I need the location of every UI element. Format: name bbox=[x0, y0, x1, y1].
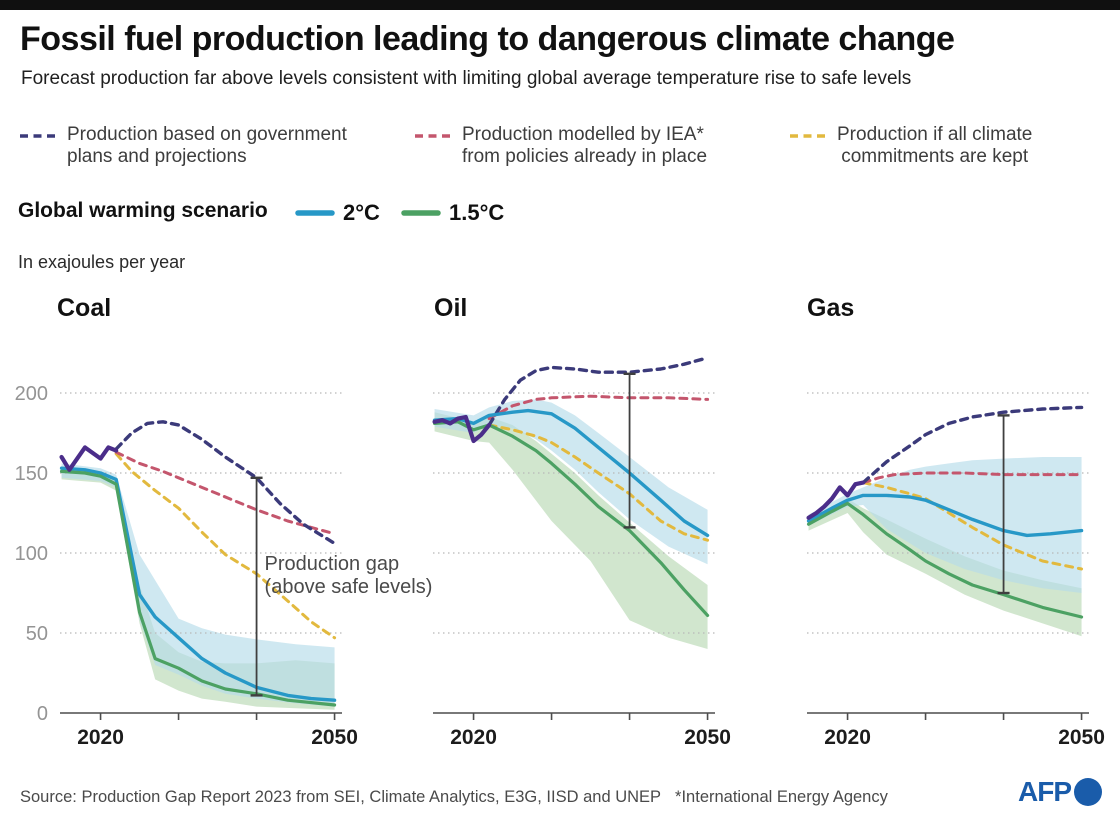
x-tick-label-2050: 2050 bbox=[684, 726, 731, 749]
legend-item-commitments: Production if all climate commitments ar… bbox=[788, 124, 1032, 168]
two-degree-range-band bbox=[61, 463, 335, 707]
chart-title-oil: Oil bbox=[434, 294, 468, 322]
chart-title-gas: Gas bbox=[807, 294, 855, 322]
government-plans-line bbox=[487, 356, 710, 427]
x-tick-label-2020: 2020 bbox=[450, 726, 497, 749]
units-label: In exajoules per year bbox=[18, 252, 186, 272]
y-tick-label-50: 50 bbox=[26, 623, 48, 645]
x-tick-label-2020: 2020 bbox=[77, 726, 124, 749]
production-gap-label: Production gap bbox=[265, 553, 400, 575]
source-line: Source: Production Gap Report 2023 from … bbox=[20, 788, 888, 807]
afp-logo: AFP bbox=[1018, 776, 1102, 808]
iea-policies-line bbox=[487, 394, 710, 421]
y-tick-label-200: 200 bbox=[15, 383, 48, 405]
y-tick-label-0: 0 bbox=[37, 703, 48, 725]
scenario-item-1-5c: 1.5°C bbox=[400, 200, 504, 226]
top-accent-bar bbox=[0, 0, 1120, 10]
scenario-2c-label: 2°C bbox=[343, 200, 380, 225]
x-tick-label-2020: 2020 bbox=[824, 726, 871, 749]
chart-title-coal: Coal bbox=[57, 294, 112, 322]
legend-item-government: Production based on government plans and… bbox=[18, 124, 347, 168]
two-degree-line bbox=[432, 408, 710, 538]
source-text: Source: Production Gap Report 2023 from … bbox=[20, 788, 662, 806]
government-plans-line bbox=[114, 420, 337, 546]
government-plans-line bbox=[861, 405, 1084, 485]
two-degree-range-band bbox=[808, 457, 1082, 593]
one-five-degree-range-band bbox=[808, 498, 1082, 637]
legend-label-commitments: Production if all climate commitments ar… bbox=[837, 124, 1033, 168]
afp-logo-text: AFP bbox=[1018, 776, 1072, 807]
gas-chart-svg: 2020 2050 bbox=[806, 392, 1105, 749]
commitments-dash-icon bbox=[790, 134, 826, 138]
x-tick-label-2050: 2050 bbox=[1058, 726, 1105, 749]
iea-policies-line bbox=[114, 450, 337, 536]
legend-label-iea: Production modelled by IEA* from policie… bbox=[462, 124, 708, 168]
coal-chart-svg: 2020 2050 0 50 100 150 200 Production gap(above… bbox=[15, 383, 433, 749]
one-five-degree-range-band bbox=[434, 412, 708, 649]
page-subtitle: Forecast production far above levels con… bbox=[21, 68, 912, 89]
legend-label-government: Production based on government plans and… bbox=[67, 124, 347, 168]
y-tick-label-150: 150 bbox=[15, 463, 48, 485]
scenario-1-5c-label: 1.5°C bbox=[449, 200, 505, 225]
two-degree-range-band bbox=[434, 399, 708, 565]
one-five-degree-line-icon bbox=[401, 210, 441, 216]
two-degree-line bbox=[59, 466, 337, 702]
government-dash-icon bbox=[20, 134, 56, 138]
historical-line bbox=[806, 480, 866, 520]
production-gap-label: (above safe levels) bbox=[265, 576, 433, 598]
iea-dash-icon bbox=[415, 134, 451, 138]
legend-item-iea: Production modelled by IEA* from policie… bbox=[413, 124, 707, 168]
two-degree-line-icon bbox=[295, 210, 335, 216]
oil-chart-svg: 2020 2050 bbox=[432, 356, 731, 749]
footnote-text: *International Energy Agency bbox=[675, 788, 888, 806]
commitments-line bbox=[114, 452, 337, 640]
afp-logo-circle-icon bbox=[1074, 778, 1102, 806]
one-five-degree-line bbox=[806, 501, 1084, 619]
commitments-line bbox=[861, 481, 1084, 571]
y-tick-label-100: 100 bbox=[15, 543, 48, 565]
two-degree-line bbox=[806, 493, 1084, 538]
x-tick-label-2050: 2050 bbox=[311, 726, 358, 749]
historical-line bbox=[59, 445, 119, 472]
commitments-line bbox=[487, 423, 710, 542]
scenario-legend-label: Global warming scenario bbox=[18, 199, 268, 222]
historical-line bbox=[432, 414, 492, 444]
iea-policies-line bbox=[861, 471, 1084, 485]
scenario-item-2c: 2°C bbox=[294, 200, 380, 226]
page-title: Fossil fuel production leading to danger… bbox=[20, 20, 955, 58]
one-five-degree-line bbox=[432, 420, 710, 617]
